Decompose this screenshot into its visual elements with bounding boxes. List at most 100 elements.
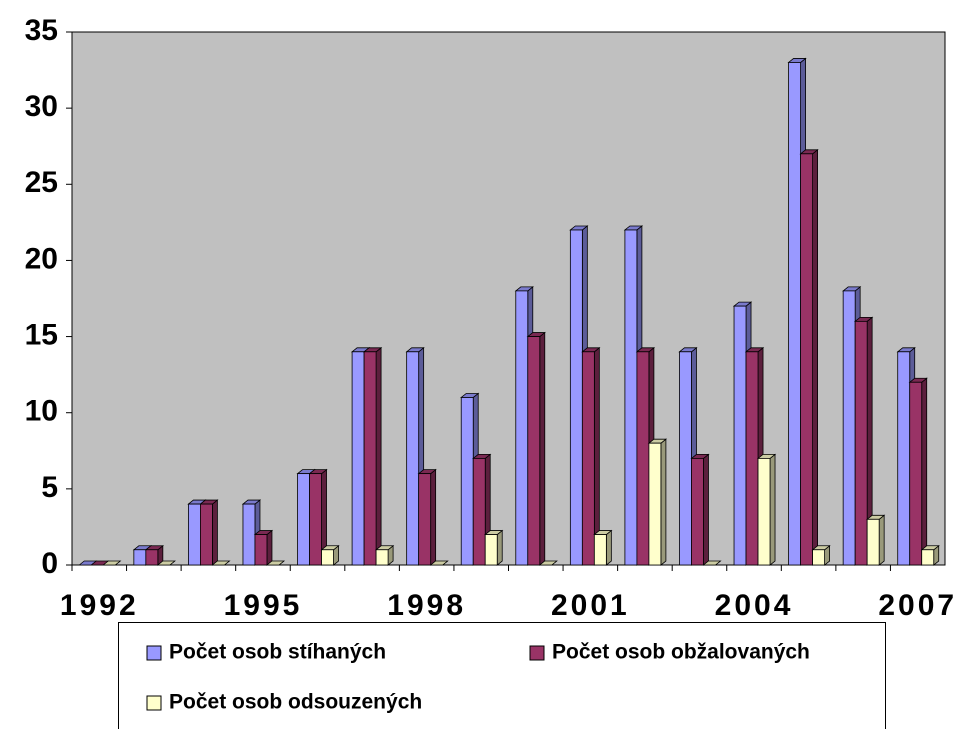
bar: [538, 560, 558, 566]
bar-front: [375, 549, 389, 566]
bar: [690, 453, 710, 566]
bar: [647, 438, 668, 566]
x-tick-label: 2004: [715, 589, 794, 622]
bar-top: [102, 560, 122, 566]
bar: [920, 544, 940, 566]
bar: [908, 377, 928, 566]
bar-front: [569, 229, 583, 566]
bar-front: [648, 442, 662, 566]
bar: [472, 453, 492, 566]
y-tick-label: 10: [25, 395, 58, 428]
bar: [799, 148, 819, 566]
legend-label: Počet osob stíhaných: [169, 641, 386, 664]
bar-side: [375, 346, 382, 566]
bar-front: [515, 290, 529, 566]
bar: [526, 331, 546, 566]
bar-front: [733, 305, 747, 566]
legend-label: Počet osob odsouzených: [169, 691, 422, 714]
x-tick-label: 1992: [60, 589, 139, 622]
bar-front: [254, 534, 268, 566]
bar-front: [897, 351, 911, 566]
legend: [118, 622, 886, 729]
bar: [144, 544, 164, 566]
bar: [593, 529, 613, 566]
bar-front: [842, 290, 856, 566]
bar-top: [156, 560, 176, 566]
bar: [866, 514, 886, 566]
bar-front: [624, 229, 638, 566]
bar-front: [406, 351, 420, 566]
x-tick-label: 1995: [224, 589, 303, 622]
bar: [102, 560, 122, 566]
bar-side: [496, 529, 503, 566]
bar-front: [788, 62, 801, 566]
bar-side: [769, 453, 776, 566]
bar-top: [265, 560, 286, 566]
bar-top: [429, 560, 449, 566]
y-tick-label: 15: [25, 318, 58, 351]
bar: [362, 346, 383, 566]
bar-side: [878, 514, 885, 566]
bar-front: [745, 351, 759, 566]
bar-front: [812, 549, 825, 566]
bar-side: [212, 499, 218, 566]
x-tick-label: 1998: [387, 589, 466, 622]
bar: [756, 453, 777, 566]
bar-front: [593, 534, 607, 566]
y-tick-label: 35: [25, 14, 58, 47]
legend-swatch: [529, 645, 545, 661]
bar: [199, 499, 219, 566]
y-tick-label: 20: [25, 242, 58, 275]
bar-front: [472, 457, 486, 566]
bar: [374, 544, 395, 566]
bar-front: [909, 381, 923, 566]
y-tick-label: 0: [41, 547, 58, 580]
bar-side: [605, 529, 612, 566]
bar-front: [242, 503, 256, 566]
bar-front: [921, 549, 935, 566]
bar-front: [200, 503, 213, 566]
bar-front: [351, 351, 365, 566]
bar-side: [921, 377, 928, 566]
bar: [429, 560, 449, 566]
bar-top: [538, 560, 558, 566]
bar-front: [636, 351, 650, 566]
bar-front: [581, 351, 595, 566]
bar: [417, 468, 437, 566]
bar-front: [363, 351, 377, 566]
y-tick-label: 25: [25, 166, 58, 199]
bar-side: [266, 529, 273, 566]
bar-front: [418, 473, 432, 566]
bar-front: [757, 457, 771, 566]
bar-front: [297, 473, 310, 566]
bar-front: [460, 397, 474, 566]
legend-swatch: [146, 645, 162, 661]
bar-front: [800, 153, 813, 566]
bar-front: [321, 549, 334, 566]
bar: [581, 346, 601, 566]
y-tick-label: 30: [25, 90, 58, 123]
bar: [811, 544, 831, 566]
bar: [308, 468, 328, 566]
bar-front: [527, 336, 541, 566]
bar-front: [309, 473, 322, 566]
y-tick-label: 5: [41, 471, 58, 504]
bar-side: [430, 468, 437, 566]
bar-side: [703, 453, 709, 566]
bar: [265, 560, 286, 566]
bar-side: [812, 148, 818, 566]
bar-top: [211, 560, 231, 566]
bar-front: [484, 534, 498, 566]
bar: [484, 529, 504, 566]
bar: [320, 544, 340, 566]
bar-front: [679, 351, 692, 566]
legend-label: Počet osob obžalovaných: [552, 641, 810, 664]
bar-front: [854, 320, 868, 566]
bar: [253, 529, 274, 566]
legend-swatch: [146, 695, 162, 711]
bar-front: [145, 549, 159, 566]
bar-top: [702, 560, 722, 566]
bar-front: [691, 457, 704, 566]
